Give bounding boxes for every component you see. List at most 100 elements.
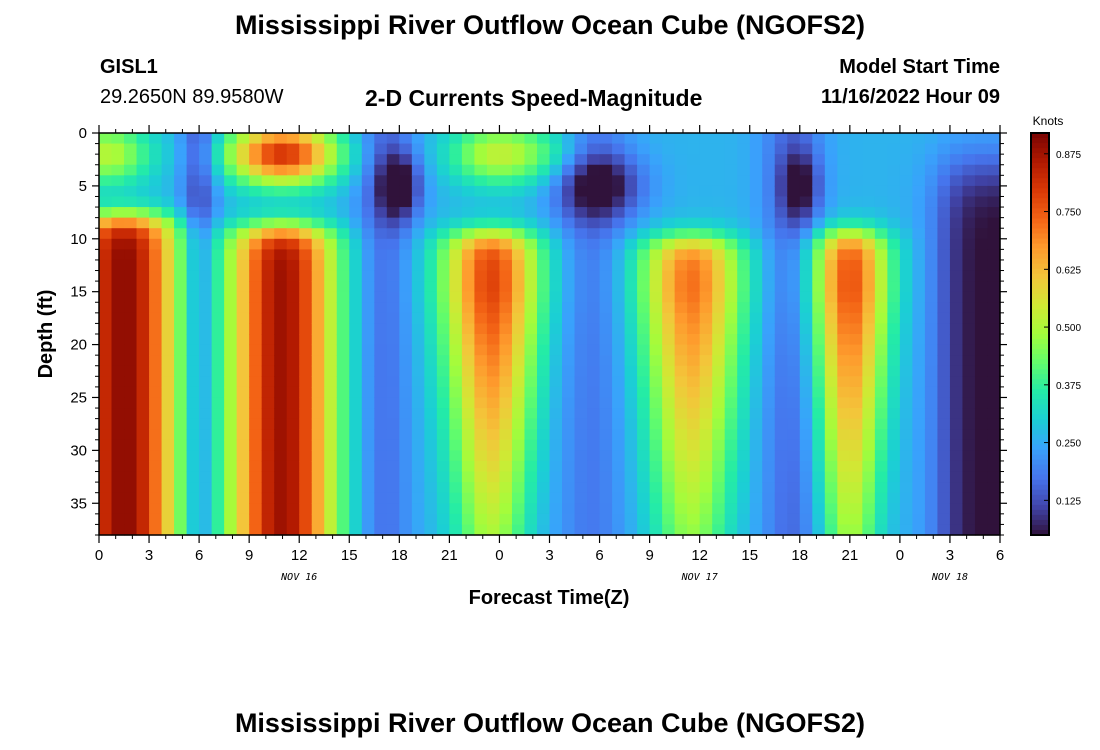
heatmap-cell (324, 185, 338, 198)
heatmap-cell (149, 450, 163, 462)
heatmap-cell (336, 376, 350, 388)
heatmap-cell (949, 249, 964, 261)
heatmap-cell (349, 207, 363, 219)
heatmap-cell (624, 249, 638, 261)
heatmap-cell (474, 133, 488, 145)
heatmap-cell (224, 429, 238, 441)
heatmap-cell (474, 408, 488, 420)
heatmap-cell (474, 482, 488, 494)
heatmap-cell (787, 302, 801, 314)
heatmap-cell (236, 471, 250, 483)
heatmap-cell (299, 270, 313, 282)
heatmap-cell (274, 323, 288, 335)
heatmap-cell (899, 228, 913, 240)
heatmap-cell (411, 164, 425, 176)
heatmap-cell (837, 143, 851, 155)
heatmap-cell (536, 450, 551, 462)
colorbar-tick-label: 0.500 (1056, 323, 1081, 334)
heatmap-cell (436, 439, 450, 451)
heatmap-cell (261, 492, 275, 504)
heatmap-cell (199, 175, 213, 187)
heatmap-cell (912, 228, 926, 240)
heatmap-cell (449, 460, 463, 473)
heatmap-cell (549, 450, 563, 462)
heatmap-cell (386, 408, 400, 420)
heatmap-cell (299, 397, 313, 409)
heatmap-cell (949, 302, 964, 314)
heatmap-cell (749, 154, 763, 166)
heatmap-cell (286, 503, 300, 515)
heatmap-cell (587, 302, 601, 314)
heatmap-cell (261, 513, 275, 526)
heatmap-cell (787, 334, 801, 346)
heatmap-cell (224, 355, 238, 367)
heatmap-cell (449, 291, 463, 303)
heatmap-cell (762, 482, 776, 494)
heatmap-cell (261, 196, 275, 208)
heatmap-cell (662, 154, 676, 166)
heatmap-cell (336, 259, 350, 272)
heatmap-cell (211, 460, 225, 473)
heatmap-cell (536, 429, 551, 441)
heatmap-cell (949, 482, 964, 494)
heatmap-cell (274, 344, 288, 356)
heatmap-cell (236, 450, 250, 462)
heatmap-cell (336, 397, 350, 409)
heatmap-cell (236, 207, 250, 219)
heatmap-cell (699, 429, 713, 441)
heatmap-cell (824, 471, 838, 483)
heatmap-cell (111, 386, 125, 399)
heatmap-cell (311, 249, 325, 261)
heatmap-cell (749, 418, 763, 430)
heatmap-cell (837, 503, 851, 515)
heatmap-cell (687, 238, 701, 250)
heatmap-cell (249, 281, 263, 293)
heatmap-cell (899, 503, 913, 515)
heatmap-cell (787, 207, 801, 219)
heatmap-cell (737, 228, 751, 240)
heatmap-cell (774, 439, 788, 451)
colorbar-label: Knots (1033, 114, 1064, 128)
heatmap-cell (211, 249, 225, 261)
heatmap-cell (912, 312, 926, 325)
heatmap-cell (336, 503, 350, 515)
heatmap-cell (349, 450, 363, 462)
heatmap-cell (386, 143, 400, 155)
heatmap-cell (524, 238, 538, 250)
heatmap-cell (349, 439, 363, 451)
heatmap-cell (161, 175, 175, 187)
heatmap-cell (974, 238, 989, 250)
heatmap-cell (261, 281, 275, 293)
heatmap-cell (674, 270, 688, 282)
heatmap-cell (136, 175, 150, 187)
heatmap-cell (436, 281, 450, 293)
heatmap-cell (286, 249, 300, 261)
heatmap-cell (824, 429, 838, 441)
heatmap-cell (674, 228, 688, 240)
heatmap-cell (161, 376, 175, 388)
heatmap-cell (974, 270, 989, 282)
heatmap-cell (549, 376, 563, 388)
heatmap-cell (199, 133, 213, 145)
heatmap-cell (386, 376, 400, 388)
heatmap-cell (649, 429, 663, 441)
heatmap-cell (887, 175, 901, 187)
heatmap-cell (562, 418, 576, 430)
heatmap-cell (124, 281, 138, 293)
heatmap-cell (849, 503, 863, 515)
heatmap-cell (887, 429, 901, 441)
heatmap-cell (699, 323, 713, 335)
heatmap-cell (324, 133, 338, 145)
heatmap-cell (624, 281, 638, 293)
heatmap-cell (749, 207, 763, 219)
heatmap-cell (899, 154, 913, 166)
heatmap-cell (311, 154, 325, 166)
heatmap-cell (562, 334, 576, 346)
heatmap-cell (562, 355, 576, 367)
heatmap-cell (274, 503, 288, 515)
heatmap-cell (574, 386, 588, 399)
heatmap-cell (399, 185, 413, 198)
heatmap-cell (411, 524, 425, 536)
heatmap-cell (812, 397, 826, 409)
heatmap-cell (236, 196, 250, 208)
